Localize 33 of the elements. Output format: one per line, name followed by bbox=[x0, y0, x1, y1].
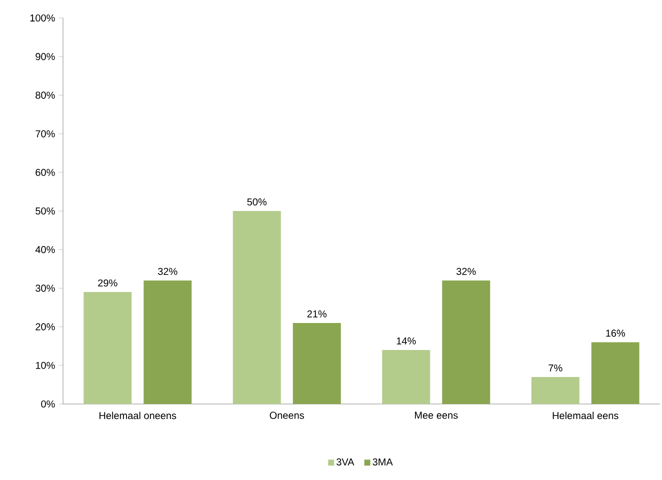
data-label: 32% bbox=[456, 268, 476, 275]
y-tick-label: 90% bbox=[36, 53, 55, 60]
legend-label: 3MA bbox=[372, 458, 393, 466]
x-tick-label: Oneens bbox=[270, 412, 304, 419]
y-tick-label: 40% bbox=[35, 246, 55, 254]
data-label: 14% bbox=[396, 337, 416, 344]
y-tick-label: 100% bbox=[30, 14, 55, 22]
y-tick-label: 70% bbox=[36, 130, 55, 138]
data-label: 50% bbox=[247, 198, 267, 206]
bar bbox=[144, 280, 192, 404]
x-tick-label: Helemaal oneens bbox=[100, 412, 176, 420]
y-tick-label: 60% bbox=[36, 168, 55, 176]
x-tick-label: Mee eens bbox=[414, 412, 458, 419]
y-tick-label: 50% bbox=[36, 207, 55, 215]
data-label: 16% bbox=[606, 330, 626, 337]
bar bbox=[591, 342, 640, 404]
bar bbox=[232, 211, 281, 404]
bar bbox=[531, 376, 580, 404]
y-tick-label: 0% bbox=[41, 400, 55, 408]
y-tick-label: 30% bbox=[36, 284, 55, 292]
bar bbox=[84, 292, 132, 404]
data-label: 32% bbox=[158, 268, 178, 275]
data-label: 29% bbox=[98, 279, 118, 287]
y-tick-label: 20% bbox=[36, 323, 55, 330]
x-tick-label: Helemaal eens bbox=[552, 412, 618, 420]
data-label: 21% bbox=[307, 310, 327, 318]
data-label: 7% bbox=[548, 364, 562, 372]
bar bbox=[292, 322, 341, 404]
y-tick-label: 80% bbox=[36, 92, 55, 99]
y-tick-label: 10% bbox=[36, 362, 55, 369]
bar bbox=[442, 280, 490, 404]
bar bbox=[382, 350, 430, 404]
legend-label: 3VA bbox=[336, 458, 354, 466]
